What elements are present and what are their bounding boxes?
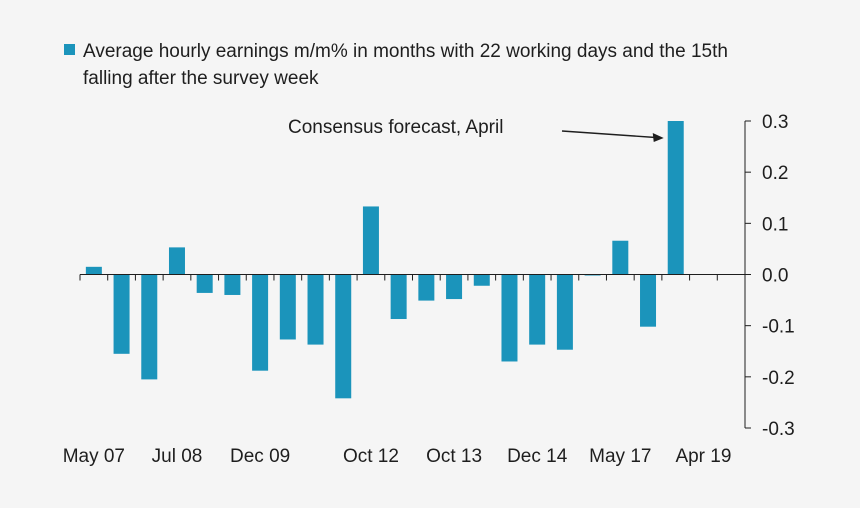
bar: [612, 240, 629, 275]
bar: [362, 206, 379, 275]
bar: [252, 274, 269, 371]
bar: [85, 266, 102, 275]
bar: [667, 121, 684, 275]
x-tick-label: May 17: [589, 446, 651, 467]
x-tick-label: Dec 09: [230, 446, 290, 467]
x-tick-label: Dec 14: [507, 446, 568, 467]
annotation-label: Consensus forecast, April: [288, 117, 504, 138]
bar: [556, 274, 573, 350]
bar: [168, 247, 185, 275]
bar: [418, 274, 435, 301]
y-tick-label: 0.1: [762, 214, 788, 235]
annotation-arrow-line: [561, 130, 656, 139]
legend-label: Average hourly earnings m/m% in months w…: [83, 41, 728, 89]
bar: [335, 274, 352, 399]
bar: [584, 274, 601, 276]
bar: [224, 274, 241, 295]
x-tick-label: Oct 13: [426, 446, 482, 467]
y-tick-label: -0.1: [762, 317, 795, 338]
legend: Average hourly earnings m/m% in months w…: [64, 38, 743, 92]
y-tick-label: -0.3: [762, 419, 795, 440]
y-tick-label: 0.0: [762, 266, 788, 287]
bar: [640, 274, 657, 327]
legend-swatch: [64, 44, 75, 55]
bar: [279, 274, 296, 340]
annotation-arrow-head: [652, 133, 664, 142]
bar: [473, 274, 490, 286]
bar: [113, 274, 130, 354]
y-tick-label: 0.2: [762, 163, 788, 184]
y-tick-label: 0.3: [762, 112, 788, 133]
bar: [446, 274, 463, 300]
x-tick-label: May 07: [63, 446, 125, 467]
bar: [141, 274, 158, 380]
bar: [390, 274, 407, 320]
bar: [501, 274, 518, 362]
x-tick-label: Jul 08: [152, 446, 203, 467]
bar: [529, 274, 546, 345]
bar: [307, 274, 324, 345]
bar: [196, 274, 213, 293]
x-tick-label: Oct 12: [343, 446, 399, 467]
y-tick-label: -0.2: [762, 368, 795, 389]
x-tick-label: Apr 19: [675, 446, 731, 467]
